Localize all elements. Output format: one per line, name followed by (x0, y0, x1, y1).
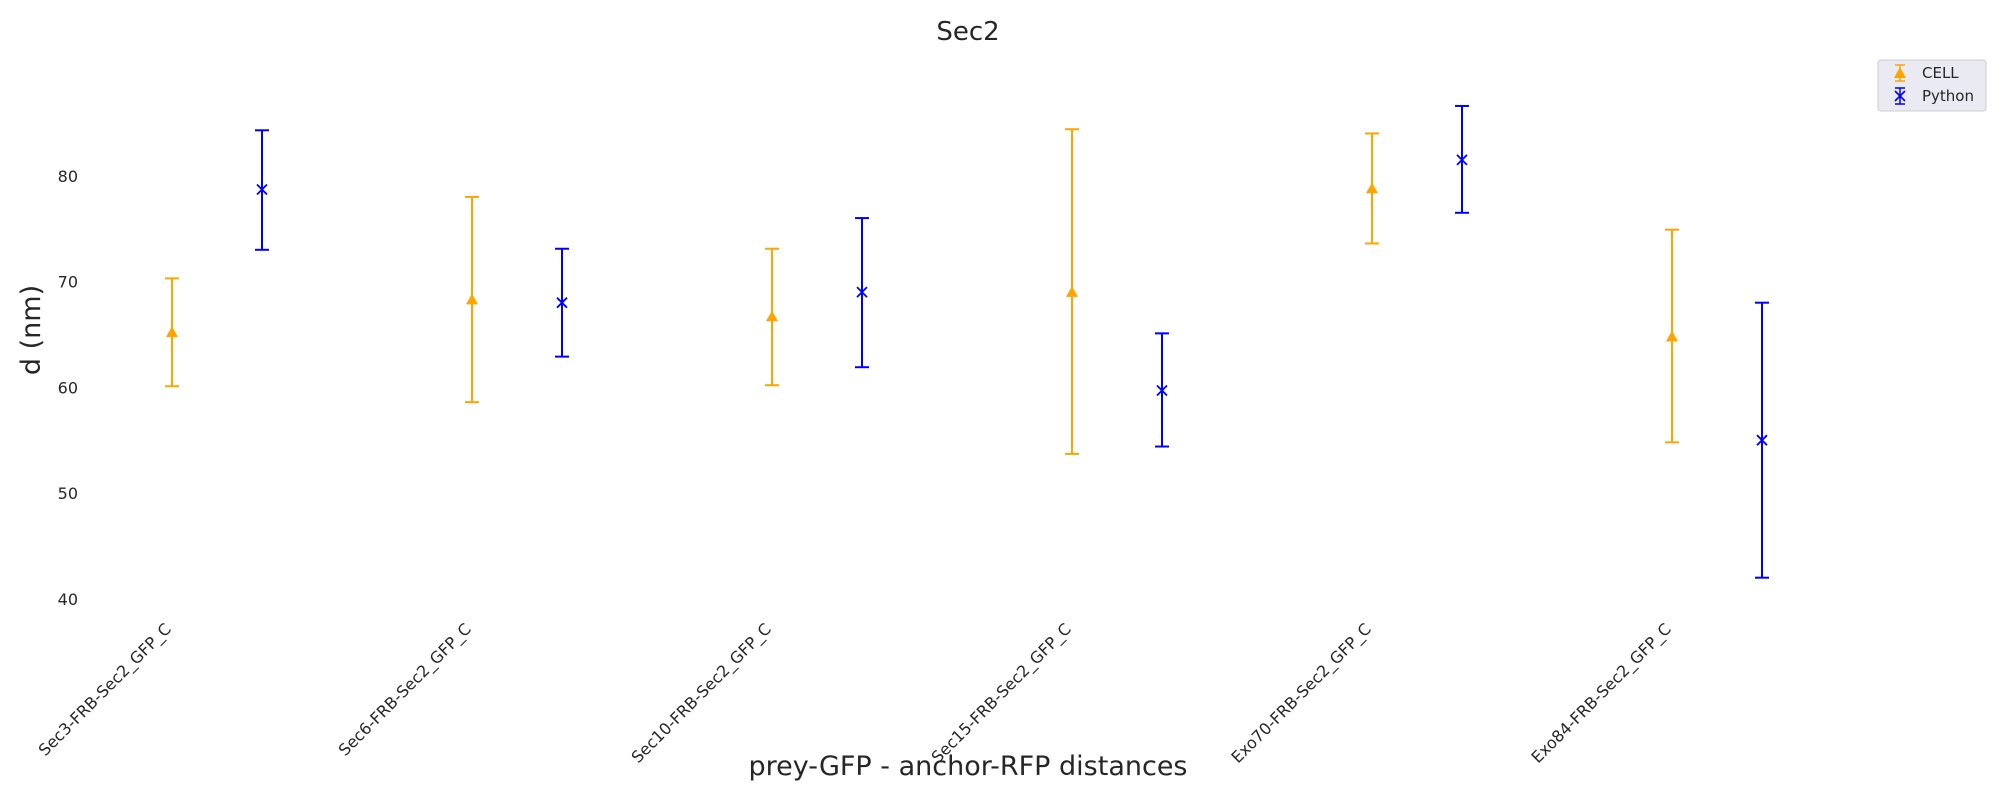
errorbar-cell (1365, 132, 1379, 245)
x-axis: Sec3-FRB-Sec2_GFP_C Sec6-FRB-Sec2_GFP_C Se… (35, 619, 1676, 767)
data-point (1156, 384, 1168, 397)
x-tick-label: Sec15-FRB-Sec2_GFP_C (927, 619, 1075, 767)
errorbar-python (855, 217, 869, 369)
legend-item-python: Python (1894, 87, 1974, 105)
legend-box (1877, 59, 1987, 112)
legend-label: CELL (1922, 64, 1959, 82)
errorbar-python (1155, 332, 1169, 448)
legend-marker (1894, 90, 1906, 102)
errorbar-python (1455, 104, 1469, 214)
x-tick-label: Sec3-FRB-Sec2_GFP_C (35, 619, 176, 760)
legend: CELL Python (1877, 59, 1987, 112)
y-axis: 40 50 60 70 80 (58, 167, 78, 609)
x-tick-label: Exo84-FRB-Sec2_GFP_C (1527, 619, 1675, 767)
errorbar-cell (1665, 228, 1679, 444)
chart-title: Sec2 (936, 17, 999, 47)
data-point (556, 297, 568, 309)
data-point (1666, 330, 1678, 342)
data-point (1456, 154, 1468, 166)
x-tick-label: Exo70-FRB-Sec2_GFP_C (1227, 619, 1375, 767)
data-point (466, 293, 478, 305)
x-tick-label: Sec10-FRB-Sec2_GFP_C (627, 619, 775, 767)
errorbar-cell (765, 247, 779, 387)
data-point (1756, 434, 1768, 446)
errorbar-cell (465, 195, 479, 404)
x-tick-label: Sec6-FRB-Sec2_GFP_C (335, 619, 476, 760)
errorbar-cell (165, 277, 179, 388)
plot-area (165, 104, 1769, 579)
y-axis-label: d (nm) (16, 285, 47, 375)
errorbar-cell (1065, 128, 1079, 455)
data-point (256, 183, 268, 196)
x-axis-label: prey-GFP - anchor-RFP distances (748, 751, 1187, 782)
data-point (856, 286, 868, 298)
legend-marker (1894, 67, 1906, 78)
data-point (766, 310, 778, 322)
y-tick-label: 60 (58, 378, 78, 397)
legend-label: Python (1922, 87, 1974, 105)
data-point (1066, 286, 1078, 297)
y-tick-label: 50 (58, 484, 78, 503)
errorbar-python (255, 129, 269, 251)
errorbar-python (555, 247, 569, 358)
errorbar-python (1755, 301, 1769, 579)
data-point (166, 326, 178, 338)
y-tick-label: 70 (58, 273, 78, 292)
y-tick-label: 80 (58, 167, 78, 186)
legend-item-cell: CELL (1894, 64, 1959, 82)
y-tick-label: 40 (58, 590, 78, 609)
data-point (1366, 182, 1378, 194)
